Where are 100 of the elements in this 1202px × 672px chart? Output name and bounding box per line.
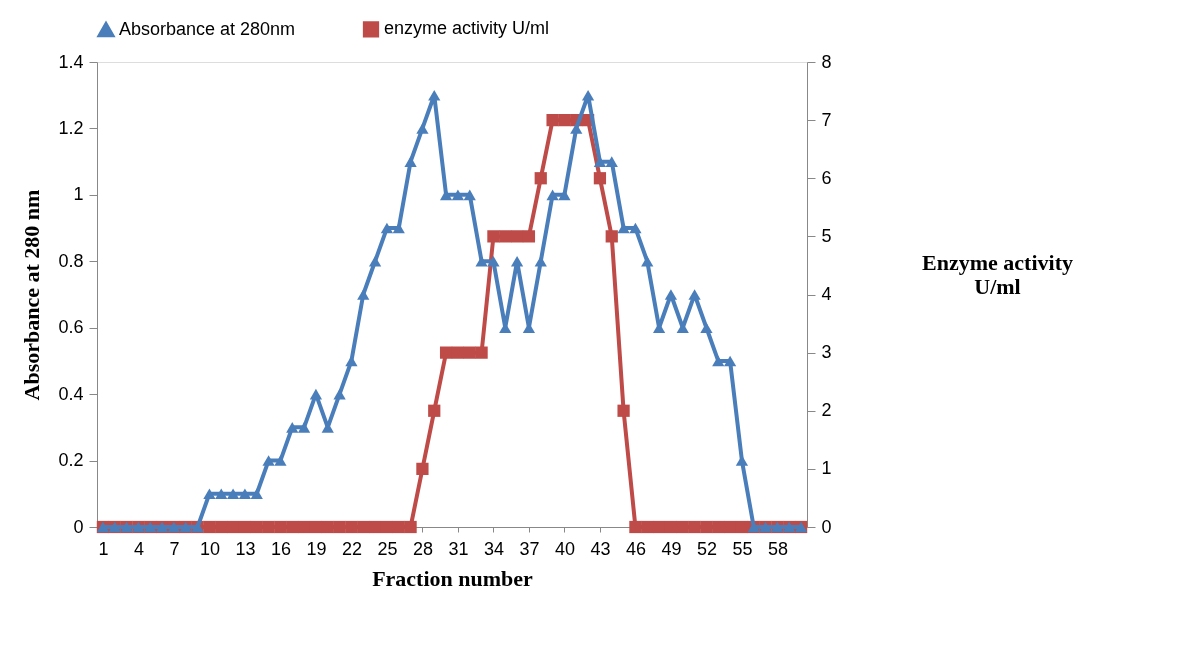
point — [570, 123, 583, 134]
y2-tick-label: 0 — [821, 516, 832, 537]
point — [463, 189, 476, 201]
point — [274, 520, 287, 534]
x-axis-title: Fraction number — [372, 565, 534, 591]
y-tick-label: 1.4 — [58, 51, 84, 72]
point — [286, 422, 299, 433]
x-tick-label: 4 — [133, 538, 144, 559]
legend-label: Absorbance at 280nm — [119, 18, 296, 39]
x-tick-label: 31 — [448, 538, 469, 559]
point — [499, 230, 512, 243]
point — [688, 520, 701, 534]
point — [297, 520, 311, 534]
x-tick-label: 28 — [412, 538, 433, 559]
y2-axis-title: Enzyme activity U/ml — [922, 249, 1073, 299]
point — [439, 189, 453, 201]
point — [487, 255, 500, 267]
point — [451, 189, 465, 201]
x-tick-label: 37 — [519, 538, 540, 559]
point — [605, 230, 618, 243]
point — [428, 404, 441, 417]
legend-label: enzyme activity U/ml — [384, 18, 550, 39]
x-tick-label: 7 — [169, 538, 180, 559]
point — [238, 488, 252, 500]
point — [428, 89, 441, 101]
y-tick-label: 0 — [73, 516, 84, 537]
x-tick-label: 13 — [235, 538, 256, 559]
point — [546, 114, 559, 127]
point — [735, 455, 749, 466]
point — [404, 520, 417, 534]
point — [688, 289, 701, 300]
point — [723, 355, 737, 367]
y-tick-label: 1 — [73, 184, 84, 205]
point — [357, 520, 370, 534]
point — [309, 388, 323, 400]
point — [700, 520, 713, 534]
point — [238, 520, 252, 534]
point — [297, 422, 311, 433]
y-tick-label: 0.8 — [58, 250, 84, 271]
x-tick-label: 1 — [98, 538, 109, 559]
point — [226, 488, 240, 500]
point — [226, 520, 240, 534]
point — [700, 322, 713, 334]
point — [605, 156, 618, 167]
x-tick-label: 10 — [199, 538, 220, 559]
x-tick-label: 52 — [696, 538, 717, 559]
point — [439, 346, 453, 359]
point — [380, 222, 394, 234]
point — [309, 520, 323, 534]
point — [416, 123, 429, 134]
point — [286, 520, 299, 534]
point — [380, 520, 394, 534]
point — [203, 520, 216, 534]
point — [593, 156, 607, 167]
y2-tick-label: 6 — [821, 167, 832, 188]
point — [333, 388, 346, 400]
x-tick-label: 16 — [270, 538, 291, 559]
point — [487, 230, 500, 243]
point — [664, 520, 678, 534]
point — [203, 488, 216, 500]
point — [262, 455, 275, 466]
point — [510, 255, 524, 267]
point — [345, 520, 358, 534]
point — [652, 520, 666, 534]
point — [617, 404, 630, 417]
point — [215, 520, 228, 534]
x-tick-label: 34 — [483, 538, 504, 559]
point — [712, 520, 725, 534]
x-tick-label: 58 — [767, 538, 788, 559]
point — [368, 255, 382, 267]
y2-tick-label: 3 — [821, 342, 832, 363]
point — [712, 355, 725, 367]
point — [333, 520, 346, 534]
point — [581, 89, 595, 101]
point — [558, 114, 571, 127]
y2-tick-label: 5 — [821, 225, 832, 246]
point — [368, 520, 382, 534]
x-tick-label: 46 — [625, 538, 646, 559]
x-tick-label: 22 — [341, 538, 362, 559]
y-tick-label: 0.4 — [58, 383, 84, 404]
y-tick-label: 1.2 — [58, 117, 84, 138]
point — [735, 520, 749, 534]
x-tick-label: 55 — [732, 538, 753, 559]
point — [451, 346, 465, 359]
y2-tick-label: 8 — [821, 51, 832, 72]
y2-tick-label: 1 — [821, 458, 832, 479]
point — [641, 520, 654, 534]
y2-tick-label: 7 — [821, 109, 832, 130]
x-tick-label: 43 — [590, 538, 611, 559]
x-tick-label: 25 — [377, 538, 398, 559]
point — [546, 189, 559, 201]
point — [723, 520, 737, 534]
point — [641, 255, 654, 267]
point — [510, 230, 524, 243]
point — [664, 289, 678, 300]
x-tick-label: 19 — [306, 538, 327, 559]
point — [274, 455, 287, 466]
point — [629, 520, 642, 534]
point — [534, 172, 547, 185]
y2-tick-label: 4 — [821, 284, 832, 304]
